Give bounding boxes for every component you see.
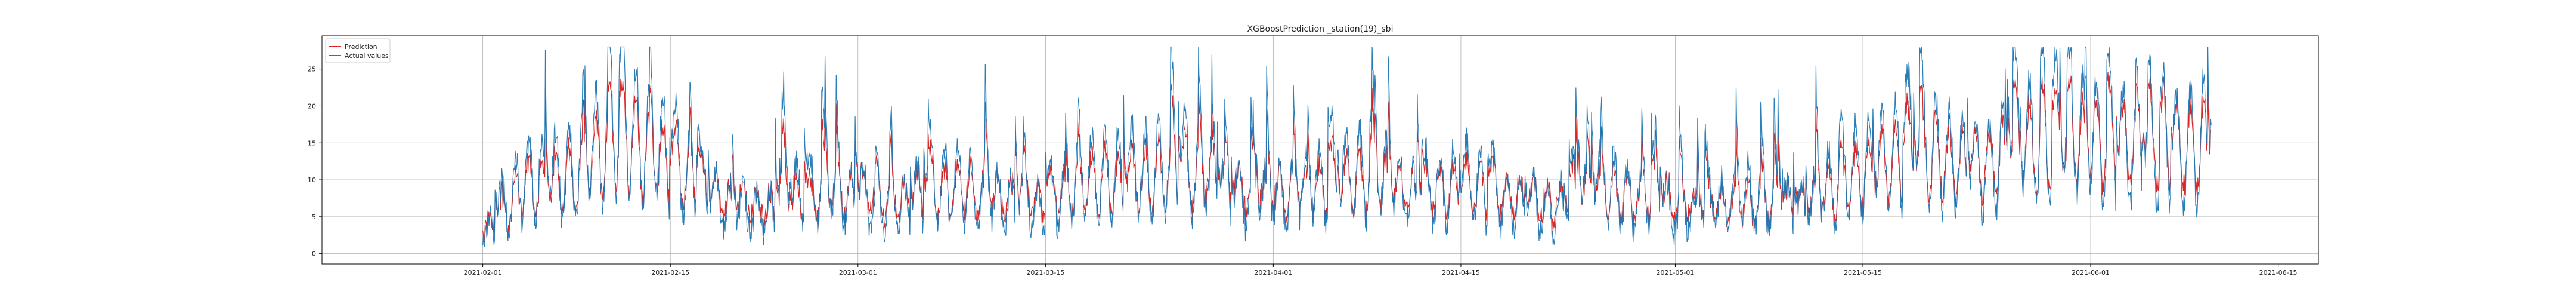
legend-label: Prediction — [345, 43, 377, 51]
plot-frame — [321, 35, 2319, 265]
x-tick-label: 2021-06-15 — [2259, 269, 2298, 277]
y-tick-label: 20 — [308, 102, 316, 110]
x-tick-label: 2021-03-15 — [1026, 269, 1064, 277]
x-tick-label: 2021-06-01 — [2072, 269, 2110, 277]
legend-label: Actual values — [345, 52, 389, 60]
y-tick-label: 25 — [308, 66, 316, 73]
x-axis: 2021-02-01 2021-02-15 2021-03-01 2021-03-15… — [464, 264, 2298, 277]
chart-title: XGBoostPrediction _station(19)_sbi — [1247, 24, 1394, 34]
series-lines — [482, 46, 2212, 247]
x-tick-label: 2021-03-01 — [839, 269, 877, 277]
y-axis: 0 5 10 15 20 25 — [308, 66, 322, 258]
x-tick-label: 2021-05-01 — [1656, 269, 1694, 277]
prediction-line — [482, 72, 2212, 242]
plot-background — [322, 36, 2318, 264]
x-tick-label: 2021-02-01 — [464, 269, 502, 277]
y-tick-label: 15 — [308, 139, 316, 147]
x-tick-label: 2021-04-01 — [1254, 269, 1292, 277]
x-tick-label: 2021-05-15 — [1844, 269, 1882, 277]
x-tick-label: 2021-04-15 — [1442, 269, 1480, 277]
y-tick-label: 5 — [312, 213, 316, 221]
x-tick-label: 2021-02-15 — [651, 269, 689, 277]
y-tick-label: 0 — [312, 250, 316, 258]
y-tick-label: 10 — [308, 176, 316, 184]
actual-values-line — [482, 46, 2212, 247]
legend-box — [325, 38, 391, 63]
